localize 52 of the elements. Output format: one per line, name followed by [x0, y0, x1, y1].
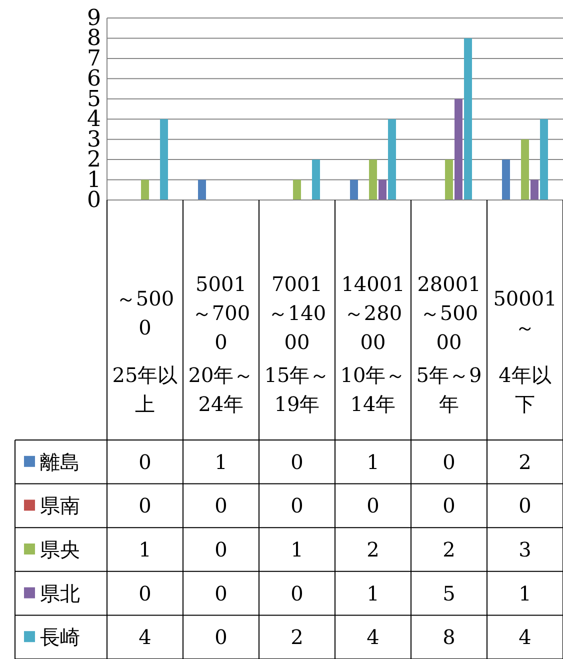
legend-label: 県南 — [40, 494, 80, 518]
legend-label: 長崎 — [40, 625, 80, 650]
data-label: 2 — [366, 538, 380, 562]
data-label: 3 — [518, 538, 532, 562]
bar — [530, 180, 538, 200]
data-label: 8 — [442, 625, 456, 650]
data-label: 2 — [518, 450, 532, 474]
y-tick-label: 0 — [87, 188, 101, 213]
data-label: 0 — [214, 538, 228, 562]
bar — [502, 160, 510, 200]
bar — [350, 180, 358, 200]
data-label: 0 — [290, 494, 304, 518]
bar — [141, 180, 149, 200]
bar — [198, 180, 206, 200]
data-label: 4 — [138, 625, 152, 650]
bar — [521, 139, 529, 200]
legend-label: 県央 — [40, 538, 80, 562]
data-label: 0 — [290, 581, 304, 606]
data-label: 1 — [214, 450, 228, 474]
data-label: 5 — [442, 581, 456, 606]
data-label: 0 — [442, 494, 456, 518]
data-label: 0 — [518, 494, 532, 518]
data-label: 2 — [290, 625, 304, 650]
data-label: 1 — [366, 450, 380, 474]
data-label: 0 — [214, 494, 228, 518]
data-label: 1 — [518, 581, 532, 606]
legend-label: 県北 — [40, 581, 80, 606]
data-label: 4 — [366, 625, 380, 650]
data-label: 1 — [138, 538, 152, 562]
data-label: 4 — [518, 625, 532, 650]
legend-label: 離島 — [40, 450, 80, 474]
bar — [464, 38, 472, 200]
bar — [445, 160, 453, 200]
bar — [388, 119, 396, 200]
bar — [378, 180, 386, 200]
data-label: 0 — [290, 450, 304, 474]
data-label: 0 — [214, 581, 228, 606]
bar — [160, 119, 168, 200]
data-label: 0 — [442, 450, 456, 474]
data-label: 0 — [138, 450, 152, 474]
bar — [369, 160, 377, 200]
bar — [540, 119, 548, 200]
bar — [454, 98, 462, 200]
data-label: 1 — [290, 538, 304, 562]
data-label: 0 — [138, 494, 152, 518]
data-label: 1 — [366, 581, 380, 606]
data-label: 0 — [138, 581, 152, 606]
bar — [293, 180, 301, 200]
data-label: 0 — [214, 625, 228, 650]
data-label: 0 — [366, 494, 380, 518]
data-label: 2 — [442, 538, 456, 562]
bar — [312, 160, 320, 200]
